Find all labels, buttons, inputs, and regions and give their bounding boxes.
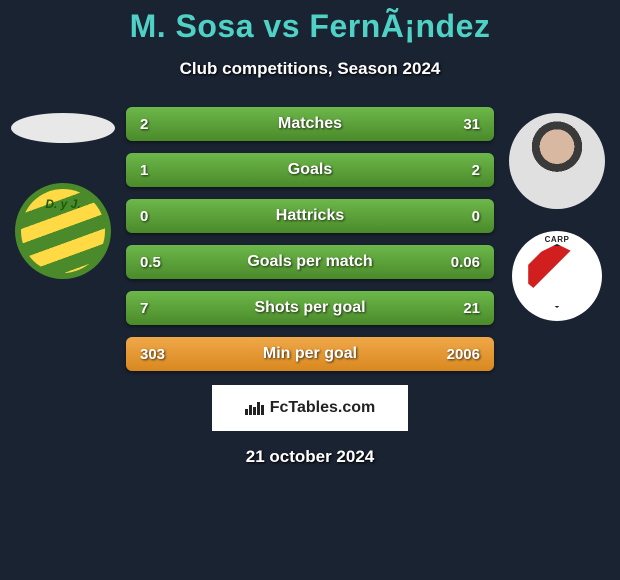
player2-crest-text: CARP (545, 235, 570, 244)
player2-club-crest: CARP (512, 231, 602, 321)
brand-text: FcTables.com (270, 399, 376, 417)
stat-row-matches: 2 Matches 31 (126, 107, 494, 141)
stat-row-shots-per-goal: 7 Shots per goal 21 (126, 291, 494, 325)
stat-right-value: 0.06 (440, 254, 480, 271)
stat-label: Matches (278, 115, 342, 133)
player1-avatar (11, 113, 115, 143)
player1-club-crest: D. y J. (15, 183, 111, 279)
stat-left-value: 1 (140, 162, 180, 179)
stat-left-value: 303 (140, 346, 180, 363)
left-player-column: D. y J. (8, 107, 118, 371)
stat-right-value: 0 (440, 208, 480, 225)
player1-crest-text: D. y J. (45, 197, 80, 211)
stat-row-goals-per-match: 0.5 Goals per match 0.06 (126, 245, 494, 279)
stat-right-value: 2006 (440, 346, 480, 363)
stat-left-value: 2 (140, 116, 180, 133)
stat-label: Goals (288, 161, 332, 179)
date-text: 21 october 2024 (0, 447, 620, 467)
stat-label: Min per goal (263, 345, 357, 363)
stat-label: Hattricks (276, 207, 344, 225)
river-shield-icon (525, 244, 589, 308)
stat-right-value: 21 (440, 300, 480, 317)
stat-label: Goals per match (247, 253, 372, 271)
stat-row-min-per-goal: 303 Min per goal 2006 (126, 337, 494, 371)
stats-column: 2 Matches 31 1 Goals 2 0 Hattricks 0 0.5… (118, 107, 502, 371)
stat-left-value: 0 (140, 208, 180, 225)
comparison-widget: M. Sosa vs FernÃ¡ndez Club competitions,… (0, 0, 620, 467)
stat-label: Shots per goal (254, 299, 365, 317)
bars-icon (245, 402, 264, 415)
page-title: M. Sosa vs FernÃ¡ndez (0, 8, 620, 45)
main-row: D. y J. 2 Matches 31 1 Goals 2 0 Hattric… (0, 107, 620, 371)
right-player-column: CARP (502, 107, 612, 371)
stat-left-value: 7 (140, 300, 180, 317)
stat-row-hattricks: 0 Hattricks 0 (126, 199, 494, 233)
stat-left-value: 0.5 (140, 254, 180, 271)
stat-row-goals: 1 Goals 2 (126, 153, 494, 187)
player2-avatar (509, 113, 605, 209)
subtitle: Club competitions, Season 2024 (0, 59, 620, 79)
stat-right-value: 2 (440, 162, 480, 179)
brand-box[interactable]: FcTables.com (212, 385, 408, 431)
stat-right-value: 31 (440, 116, 480, 133)
